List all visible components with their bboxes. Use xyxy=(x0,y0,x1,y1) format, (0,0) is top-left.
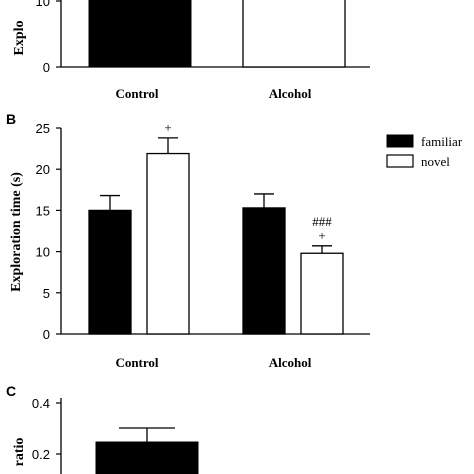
panel-b-bar-control-familiar xyxy=(88,209,132,335)
panel-c-label: C xyxy=(6,383,16,399)
panel-b-category-alcohol: Alcohol xyxy=(269,355,312,370)
panel-b-ytick-label-5: 5 xyxy=(43,286,50,301)
panel-b-annotation-1: ### xyxy=(312,214,332,229)
legend-label-familiar: familiar xyxy=(421,134,463,149)
panel-b-y-axis-label: Exploration time (s) xyxy=(9,172,24,292)
panel-b-ytick-label-25: 25 xyxy=(36,121,50,136)
panel-b-annotation-0: + xyxy=(164,120,171,135)
legend-swatch-familiar xyxy=(386,134,414,148)
panel-a-chart: 0 10 Explo Control Alcohol xyxy=(12,0,370,101)
panel-c-ytick-label-02: 0.2 xyxy=(32,447,50,462)
panel-b-ytick-label-15: 15 xyxy=(36,203,50,218)
panel-b-annotation-2: + xyxy=(318,228,325,243)
panel-a-ytick-label-10: 10 xyxy=(36,0,50,9)
legend: familiar novel xyxy=(386,134,463,169)
panel-a-category-control: Control xyxy=(115,86,158,101)
panel-b-ytick-label-20: 20 xyxy=(36,162,50,177)
panel-b-category-control: Control xyxy=(115,355,158,370)
panel-c-chart: C 0.4 0.2 ratio xyxy=(6,383,199,474)
panel-a-ytick-label-0: 0 xyxy=(43,60,50,75)
panel-a-bar-control-familiar xyxy=(88,0,192,68)
panel-b-bar-alcohol-novel xyxy=(300,252,344,335)
legend-label-novel: novel xyxy=(421,154,450,169)
panel-a-y-axis-label: Explo xyxy=(12,20,27,55)
panel-b-ytick-label-0: 0 xyxy=(43,327,50,342)
panel-b-label: B xyxy=(6,111,16,127)
panel-a-category-alcohol: Alcohol xyxy=(269,86,312,101)
panel-b-bar-control-novel xyxy=(146,152,190,335)
panel-c-bar-control-familiar xyxy=(95,441,199,474)
panel-b-bar-alcohol-familiar xyxy=(242,207,286,335)
panel-c-y-axis-label: ratio xyxy=(12,438,27,467)
panel-a-bar-alcohol-familiar xyxy=(242,0,346,68)
panel-b-ytick-label-10: 10 xyxy=(36,245,50,260)
legend-swatch-novel xyxy=(386,154,414,168)
panel-c-ytick-label-04: 0.4 xyxy=(32,396,50,411)
